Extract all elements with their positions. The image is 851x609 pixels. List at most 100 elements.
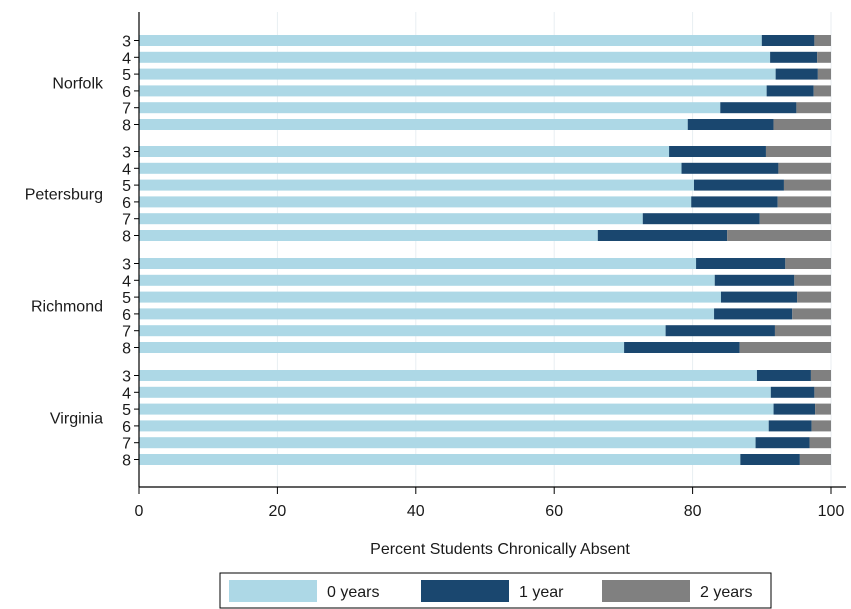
grade-label: 7 [122, 212, 131, 229]
bar-segment-1-year [766, 85, 814, 97]
bar-segment-2-years [817, 51, 831, 63]
bar-segment-0-years [139, 291, 721, 303]
bar-segment-0-years [139, 230, 598, 241]
bar-segment-0-years [139, 35, 762, 46]
bar-segment-1-year [775, 68, 818, 80]
grade-label: 4 [122, 273, 131, 290]
bar-segment-0-years [139, 119, 688, 130]
bar-segment-2-years [785, 258, 831, 269]
grade-label: 5 [122, 402, 131, 419]
bar-segment-0-years [139, 196, 692, 208]
grade-label: 6 [122, 419, 131, 436]
bar-segment-0-years [139, 51, 771, 63]
bar-segment-1-year [761, 35, 815, 46]
bar-segment-1-year [665, 325, 775, 337]
bar-segment-1-year [624, 342, 740, 353]
grade-label: 3 [122, 34, 131, 51]
bar-segment-0-years [139, 68, 776, 80]
bar-segment-1-year [755, 437, 810, 449]
bar-segment-1-year [720, 102, 797, 114]
bar-segment-1-year [681, 162, 779, 174]
bar-segment-2-years [817, 68, 831, 80]
x-tick-label: 0 [135, 503, 144, 520]
grade-label: 4 [122, 50, 131, 67]
bar-segment-0-years [139, 146, 670, 157]
bar-segment-2-years [794, 274, 831, 286]
grade-label: 6 [122, 195, 131, 212]
bar-segment-0-years [139, 342, 625, 353]
grade-label: 7 [122, 324, 131, 341]
bar-segment-2-years [813, 85, 831, 97]
legend: 0 years 1 year 2 years [219, 572, 772, 609]
x-tick-label: 80 [684, 503, 702, 520]
bar-segment-2-years [797, 291, 831, 303]
bar-segment-0-years [139, 370, 757, 381]
group-label: Petersburg [25, 187, 103, 204]
bars [139, 35, 831, 465]
legend-swatch-2-years [602, 580, 690, 602]
grade-label: 4 [122, 385, 131, 402]
bar-segment-0-years [139, 403, 774, 415]
legend-swatch-1-year [421, 580, 509, 602]
bar-segment-2-years [810, 370, 831, 381]
bar-segment-0-years [139, 454, 741, 465]
grade-label: 4 [122, 161, 131, 178]
bar-segment-2-years [778, 162, 831, 174]
bar-segment-2-years [796, 102, 831, 114]
bar-segment-0-years [139, 437, 756, 449]
bar-segment-0-years [139, 325, 666, 337]
group-label: Norfolk [52, 76, 104, 93]
x-tick-label: 100 [818, 503, 845, 520]
bar-segment-0-years [139, 213, 643, 225]
grade-label: 6 [122, 84, 131, 101]
bar-segment-0-years [139, 274, 715, 286]
bar-segment-2-years [815, 403, 831, 415]
bar-segment-0-years [139, 102, 721, 114]
grade-label: 6 [122, 307, 131, 324]
bar-segment-1-year [770, 51, 818, 63]
bar-segment-2-years [759, 213, 831, 225]
grade-label: 5 [122, 290, 131, 307]
grade-label: 8 [122, 453, 131, 470]
bar-segment-0-years [139, 308, 715, 320]
axis-labels: 0 20 40 60 80 100345678Norfolk345678Petersbur… [25, 34, 845, 521]
bar-segment-0-years [139, 258, 697, 269]
grade-label: 8 [122, 118, 131, 135]
bar-segment-1-year [642, 213, 760, 225]
bar-segment-0-years [139, 162, 682, 174]
grade-label: 8 [122, 229, 131, 246]
bar-segment-2-years [765, 146, 831, 157]
bar-segment-1-year [693, 179, 784, 191]
bar-segment-2-years [814, 35, 831, 46]
grade-label: 3 [122, 369, 131, 386]
bar-segment-1-year [669, 146, 766, 157]
bar-segment-0-years [139, 179, 694, 191]
bar-segment-2-years [799, 454, 831, 465]
bar-segment-2-years [809, 437, 831, 449]
bar-segment-1-year [714, 308, 793, 320]
grade-label: 7 [122, 101, 131, 118]
bar-segment-1-year [773, 403, 816, 415]
legend-label: 0 years [327, 584, 379, 601]
bar-segment-2-years [739, 342, 831, 353]
grade-label: 5 [122, 178, 131, 195]
bar-segment-0-years [139, 386, 771, 398]
bar-segment-2-years [773, 119, 831, 130]
bar-segment-1-year [756, 370, 811, 381]
grade-label: 3 [122, 257, 131, 274]
grade-label: 3 [122, 145, 131, 162]
bar-segment-2-years [727, 230, 831, 241]
bar-segment-1-year [696, 258, 786, 269]
group-label: Richmond [31, 299, 103, 316]
x-tick-label: 20 [269, 503, 287, 520]
bar-segment-0-years [139, 85, 767, 97]
bar-segment-0-years [139, 420, 769, 432]
bar-segment-1-year [691, 196, 778, 208]
bar-segment-2-years [814, 386, 831, 398]
grade-label: 7 [122, 436, 131, 453]
bar-segment-2-years [792, 308, 831, 320]
bar-segment-1-year [687, 119, 774, 130]
bar-segment-2-years [811, 420, 831, 432]
